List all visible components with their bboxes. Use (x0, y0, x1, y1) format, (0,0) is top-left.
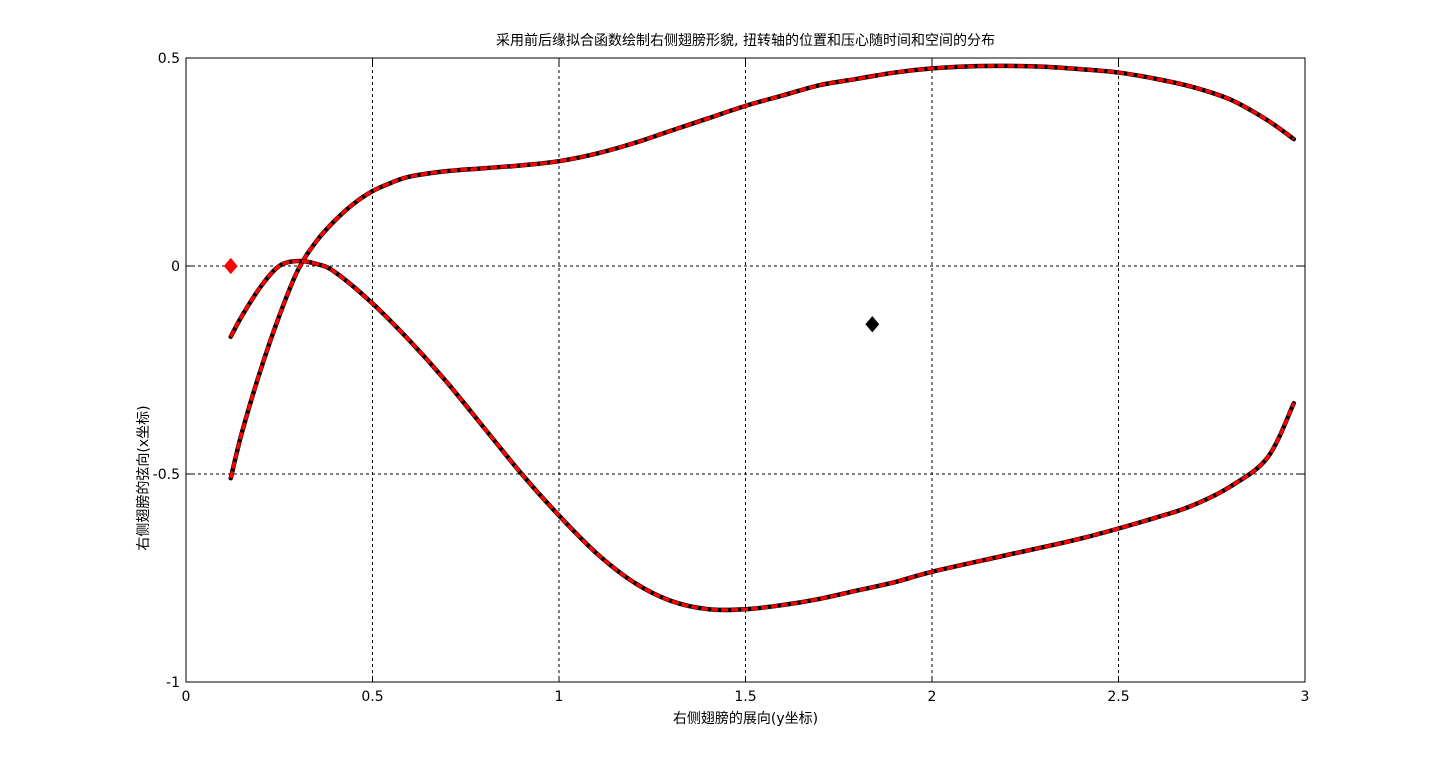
y-tick-label: -0.5 (153, 467, 180, 483)
y-axis-label: 右侧翅膀的弦向(x坐标) (135, 405, 152, 550)
x-tick-label: 1 (555, 689, 564, 705)
y-tick-label: -1 (166, 675, 180, 691)
series-group (228, 63, 1297, 613)
x-axis-label: 右侧翅膀的展向(y坐标) (673, 710, 818, 727)
series-line-1-overlay (229, 64, 1295, 479)
series-line-2-overlay (229, 259, 1296, 612)
x-tick-label: 1.5 (734, 689, 756, 705)
markers-group (223, 257, 880, 333)
axis-ticks: 0 0.5 1 1.5 2 2.5 3 -1 -0.5 0 0.5 (153, 51, 1310, 705)
chart-title: 采用前后缘拟合函数绘制右侧翅膀形貌, 扭转轴的位置和压心随时间和空间的分布 (496, 32, 995, 49)
y-tick-label: 0.5 (158, 51, 180, 67)
x-tick-label: 3 (1301, 689, 1310, 705)
marker-diamond-1 (223, 257, 238, 275)
x-tick-label: 0 (182, 689, 191, 705)
x-tick-label: 0.5 (361, 689, 383, 705)
x-tick-label: 2.5 (1107, 689, 1129, 705)
marker-diamond-2 (865, 316, 880, 333)
x-tick-label: 2 (928, 689, 937, 705)
y-tick-label: 0 (171, 259, 180, 275)
